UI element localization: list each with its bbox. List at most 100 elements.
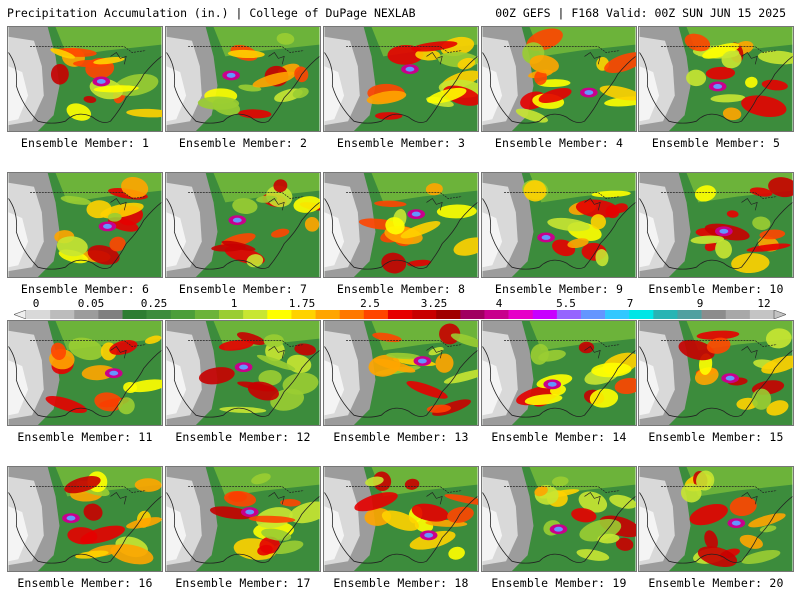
member-panel-1 xyxy=(7,26,163,132)
scale-swatch xyxy=(219,310,244,319)
member-label-9: Ensemble Member: 9 xyxy=(494,282,624,296)
color-scale-bar xyxy=(14,310,786,319)
precip-map xyxy=(481,26,637,132)
member-label-18: Ensemble Member: 18 xyxy=(333,576,469,590)
scale-tick-label: 0.25 xyxy=(140,297,168,310)
scale-tick-label: 0 xyxy=(32,297,40,310)
member-label-15: Ensemble Member: 15 xyxy=(648,430,784,444)
run-info: 00Z GEFS | F168 Valid: 00Z SUN JUN 15 20… xyxy=(495,6,786,20)
member-panel-19 xyxy=(481,466,637,572)
precip-map xyxy=(638,320,794,426)
scale-swatch xyxy=(194,310,220,319)
scale-swatch xyxy=(339,310,365,319)
member-label-14: Ensemble Member: 14 xyxy=(491,430,627,444)
scale-swatch xyxy=(267,310,292,319)
precip-color-scale: 0 0.05 0.25 1 1.75 2.5 3.25 4 5.5 7 9 12 xyxy=(14,298,786,320)
member-label-7: Ensemble Member: 7 xyxy=(178,282,308,296)
scale-swatch xyxy=(701,310,727,319)
scale-swatch xyxy=(50,310,75,319)
member-label-3: Ensemble Member: 3 xyxy=(336,136,466,150)
precip-map xyxy=(7,26,163,132)
scale-swatch xyxy=(629,310,654,319)
scale-tick-label: 3.25 xyxy=(420,297,448,310)
member-panel-16 xyxy=(7,466,163,572)
member-panel-2 xyxy=(165,26,321,132)
precip-map xyxy=(7,320,163,426)
member-panel-14 xyxy=(481,320,637,426)
scale-tick-label: 2.5 xyxy=(360,297,380,310)
scale-swatch xyxy=(363,310,389,319)
scale-tick-label: 7 xyxy=(626,297,634,310)
member-panel-10 xyxy=(638,172,794,278)
member-panel-15 xyxy=(638,320,794,426)
precip-map xyxy=(7,172,163,278)
scale-swatch xyxy=(460,310,485,319)
member-label-13: Ensemble Member: 13 xyxy=(333,430,469,444)
scale-swatch xyxy=(484,310,509,319)
scale-tick-label: 12 xyxy=(757,297,771,310)
precip-map xyxy=(165,26,321,132)
precip-map xyxy=(638,26,794,132)
member-panel-9 xyxy=(481,172,637,278)
scale-swatch xyxy=(412,310,437,319)
member-label-17: Ensemble Member: 17 xyxy=(175,576,311,590)
member-label-12: Ensemble Member: 12 xyxy=(175,430,311,444)
scale-swatch xyxy=(315,310,340,319)
member-panel-17 xyxy=(165,466,321,572)
member-panel-13 xyxy=(323,320,479,426)
member-panel-6 xyxy=(7,172,163,278)
scale-swatch xyxy=(580,310,606,319)
member-panel-3 xyxy=(323,26,479,132)
precip-map xyxy=(481,172,637,278)
scale-swatch xyxy=(749,310,775,319)
scale-swatch xyxy=(74,310,99,319)
member-label-11: Ensemble Member: 11 xyxy=(17,430,153,444)
precip-map xyxy=(165,320,321,426)
member-label-19: Ensemble Member: 19 xyxy=(491,576,627,590)
precip-map xyxy=(323,466,479,572)
precip-map xyxy=(323,172,479,278)
member-label-20: Ensemble Member: 20 xyxy=(648,576,784,590)
scale-tick-label: 0.05 xyxy=(77,297,105,310)
member-panel-11 xyxy=(7,320,163,426)
scale-right-arrow xyxy=(773,310,786,319)
member-panel-12 xyxy=(165,320,321,426)
precip-map xyxy=(481,466,637,572)
scale-swatch xyxy=(436,310,461,319)
scale-swatch xyxy=(725,310,751,319)
scale-swatch xyxy=(170,310,196,319)
scale-swatch xyxy=(387,310,413,319)
member-label-1: Ensemble Member: 1 xyxy=(20,136,150,150)
scale-swatch xyxy=(653,310,678,319)
precip-map xyxy=(323,26,479,132)
scale-swatch xyxy=(532,310,558,319)
scale-swatch xyxy=(291,310,316,319)
scale-swatch xyxy=(556,310,582,319)
member-panel-8 xyxy=(323,172,479,278)
member-panel-5 xyxy=(638,26,794,132)
member-label-6: Ensemble Member: 6 xyxy=(20,282,150,296)
member-panel-18 xyxy=(323,466,479,572)
member-label-2: Ensemble Member: 2 xyxy=(178,136,308,150)
scale-tick-label: 9 xyxy=(696,297,704,310)
member-panel-4 xyxy=(481,26,637,132)
map-title: Precipitation Accumulation (in.) | Colle… xyxy=(7,6,416,20)
precip-map xyxy=(7,466,163,572)
scale-tick-label: 4 xyxy=(495,297,503,310)
scale-tick-label: 1 xyxy=(230,297,238,310)
member-panel-20 xyxy=(638,466,794,572)
scale-swatch xyxy=(98,310,123,319)
scale-left-arrow xyxy=(14,310,27,319)
precip-map xyxy=(638,172,794,278)
scale-swatch xyxy=(677,310,702,319)
member-label-5: Ensemble Member: 5 xyxy=(651,136,781,150)
member-label-8: Ensemble Member: 8 xyxy=(336,282,466,296)
scale-swatch xyxy=(243,310,268,319)
scale-swatch xyxy=(26,310,51,319)
precip-map xyxy=(323,320,479,426)
scale-swatch xyxy=(605,310,630,319)
member-label-10: Ensemble Member: 10 xyxy=(648,282,784,296)
scale-tick-label: 1.75 xyxy=(288,297,316,310)
scale-swatch xyxy=(146,310,172,319)
precip-map xyxy=(638,466,794,572)
